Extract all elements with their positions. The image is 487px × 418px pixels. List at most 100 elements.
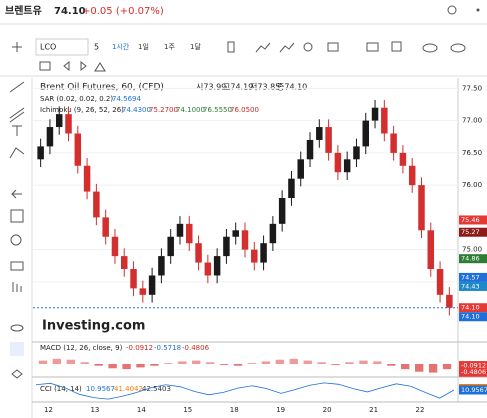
candle-body: [241, 230, 249, 250]
lock-tool[interactable]: [12, 282, 22, 292]
price: 74.10: [54, 6, 86, 17]
back-tool[interactable]: [10, 189, 22, 199]
interval-button[interactable]: 1달: [190, 43, 201, 51]
x-tick-label: 14: [137, 406, 146, 414]
macd-bar: [192, 360, 201, 364]
trendline-tool[interactable]: [9, 81, 25, 93]
candle-icon[interactable]: [227, 41, 235, 53]
candle-body: [111, 236, 119, 257]
price-badge: [459, 361, 487, 371]
candle-body: [334, 152, 342, 173]
symbol: LCO: [40, 43, 56, 52]
y-tick-label: 74.50: [462, 278, 482, 286]
link-tool[interactable]: [10, 342, 24, 356]
candle-body: [232, 230, 239, 237]
layers-tool[interactable]: [11, 369, 23, 379]
alert-tool-icon[interactable]: [94, 62, 106, 72]
candle-body: [390, 133, 397, 153]
eye-tool[interactable]: [10, 324, 24, 332]
macd-bar: [317, 362, 326, 364]
macd-bar: [331, 364, 340, 365]
channel-tool[interactable]: [9, 107, 25, 123]
legend-value: 종74.10: [277, 83, 307, 92]
macd-bar: [80, 362, 89, 364]
price-badge-label: 74.86: [461, 255, 480, 263]
pattern-tool[interactable]: [9, 147, 25, 159]
interval-button[interactable]: 1주: [164, 43, 175, 51]
magnet-tool[interactable]: [10, 261, 24, 271]
x-tick-label: 13: [90, 406, 99, 414]
candle-body: [316, 127, 323, 140]
macd-bar: [442, 364, 452, 370]
legend-value: 74.4300: [122, 106, 151, 114]
price-badge-label: -0.4806: [461, 368, 486, 376]
candle-body: [269, 223, 277, 244]
macd-bar: [150, 364, 159, 366]
instrument-name: 브렌트유: [5, 4, 42, 17]
candle-body: [46, 127, 54, 147]
interval-button[interactable]: 1일: [138, 42, 149, 51]
candle-body: [120, 256, 128, 270]
x-tick-label: 21: [369, 406, 378, 414]
candle-body: [186, 223, 193, 244]
macd-bar: [66, 359, 76, 364]
interval-button[interactable]: 1시간: [112, 42, 130, 51]
indicator-icon[interactable]: [255, 42, 271, 53]
candle-body: [343, 159, 351, 173]
candle-body: [223, 236, 230, 257]
candle-body: [83, 165, 91, 192]
candle-body: [167, 236, 174, 257]
alert-icon[interactable]: [447, 5, 457, 15]
y-tick-label: 77.50: [462, 84, 482, 92]
cci-line: [35, 382, 455, 400]
candle-body: [204, 262, 212, 276]
zoom-tool[interactable]: [10, 234, 22, 246]
legend-cci: CCI (14, 14): [40, 385, 82, 393]
price-badge: [459, 312, 487, 322]
measure-tool[interactable]: [10, 209, 24, 223]
compare-icon[interactable]: [279, 42, 295, 53]
layout-icon[interactable]: [327, 42, 339, 52]
save-icon[interactable]: [422, 43, 438, 53]
price-badge: [459, 385, 487, 395]
x-tick-label: 15: [183, 406, 192, 414]
menu-icon[interactable]: [476, 8, 480, 12]
x-tick-label: 19: [276, 406, 285, 414]
macd-bar: [247, 363, 257, 364]
macd-bar: [414, 364, 424, 372]
candle-body: [446, 294, 453, 308]
macd-bar: [108, 364, 117, 369]
candle-body: [260, 243, 267, 263]
legend-value: 76.5550: [203, 106, 232, 114]
template-icon[interactable]: [391, 41, 402, 52]
macd-bar: [205, 362, 215, 364]
price-badge-label: 74.43: [461, 282, 480, 290]
candle-body: [306, 139, 314, 160]
symbol-input[interactable]: [35, 38, 89, 56]
text-tool[interactable]: [12, 125, 22, 136]
legend-value: -0.0912: [126, 344, 153, 352]
load-icon[interactable]: [450, 43, 466, 53]
macd-bar: [401, 364, 410, 370]
legend-value: 74.1000: [176, 106, 205, 114]
candle-body: [65, 114, 72, 134]
price-badge: [459, 254, 487, 264]
price-badge-label: 74.10: [461, 304, 480, 312]
macd-bar: [219, 364, 229, 365]
candle-body: [176, 223, 184, 237]
candle-body: [381, 107, 388, 134]
price-badge: [459, 227, 487, 237]
legend-macd: MACD (12, 26, close, 9): [40, 344, 123, 352]
scale-icon[interactable]: [39, 61, 51, 71]
settings-icon[interactable]: [303, 42, 313, 52]
camera-icon[interactable]: [366, 42, 379, 52]
interval[interactable]: 5: [94, 43, 99, 52]
crosshair-tool[interactable]: [12, 42, 22, 52]
undo-icon[interactable]: [63, 60, 70, 72]
candle-body: [278, 198, 286, 224]
candle-body: [102, 217, 109, 237]
redo-icon[interactable]: [80, 60, 87, 72]
macd-bar: [261, 361, 271, 364]
